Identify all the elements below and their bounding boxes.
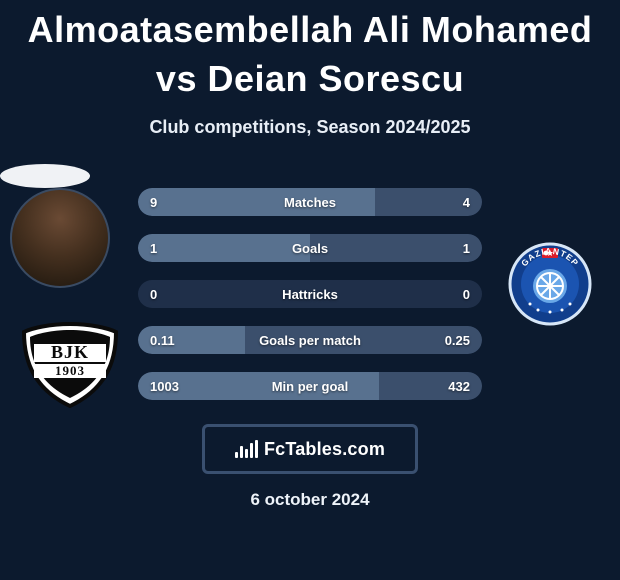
- stat-bars: 94Matches 11Goals 0 0 Hattricks 0.110.25Goals…: [138, 188, 482, 400]
- club-left-badge: BJK 1903: [20, 322, 120, 408]
- stat-fill-right: [375, 188, 482, 216]
- club-left-badge-year: 1903: [55, 363, 85, 378]
- stat-fill-left: [138, 188, 375, 216]
- stat-row: 0 0 Hattricks: [138, 280, 482, 308]
- stat-row: 0.110.25Goals per match: [138, 326, 482, 354]
- comparison-stage: BJK 1903 GAZIANTEP: [0, 164, 620, 400]
- club-right-badge: GAZIANTEP: [508, 242, 592, 326]
- stat-fill-left: [138, 372, 379, 400]
- brand-text: FcTables.com: [264, 439, 385, 460]
- stat-fill-right: [310, 234, 482, 262]
- stat-value-right: 0: [463, 287, 470, 302]
- player-left-avatar: [10, 188, 110, 288]
- stat-row: 11Goals: [138, 234, 482, 262]
- stat-value-left: 0: [150, 287, 157, 302]
- stat-fill-left: [138, 234, 310, 262]
- player-right-avatar: [0, 164, 90, 188]
- stat-row: 94Matches: [138, 188, 482, 216]
- stat-fill-left: [138, 326, 245, 354]
- season-subtitle: Club competitions, Season 2024/2025: [0, 117, 620, 138]
- bar-chart-icon: [235, 440, 258, 458]
- stat-fill-right: [245, 326, 482, 354]
- snapshot-date: 6 october 2024: [0, 490, 620, 510]
- stat-row: 1003432Min per goal: [138, 372, 482, 400]
- stat-fill-right: [379, 372, 482, 400]
- page-title: Almoatasembellah Ali Mohamed vs Deian So…: [0, 0, 620, 103]
- club-left-badge-text: BJK: [51, 342, 89, 362]
- stat-label: Hattricks: [282, 287, 338, 302]
- brand-badge: FcTables.com: [202, 424, 418, 474]
